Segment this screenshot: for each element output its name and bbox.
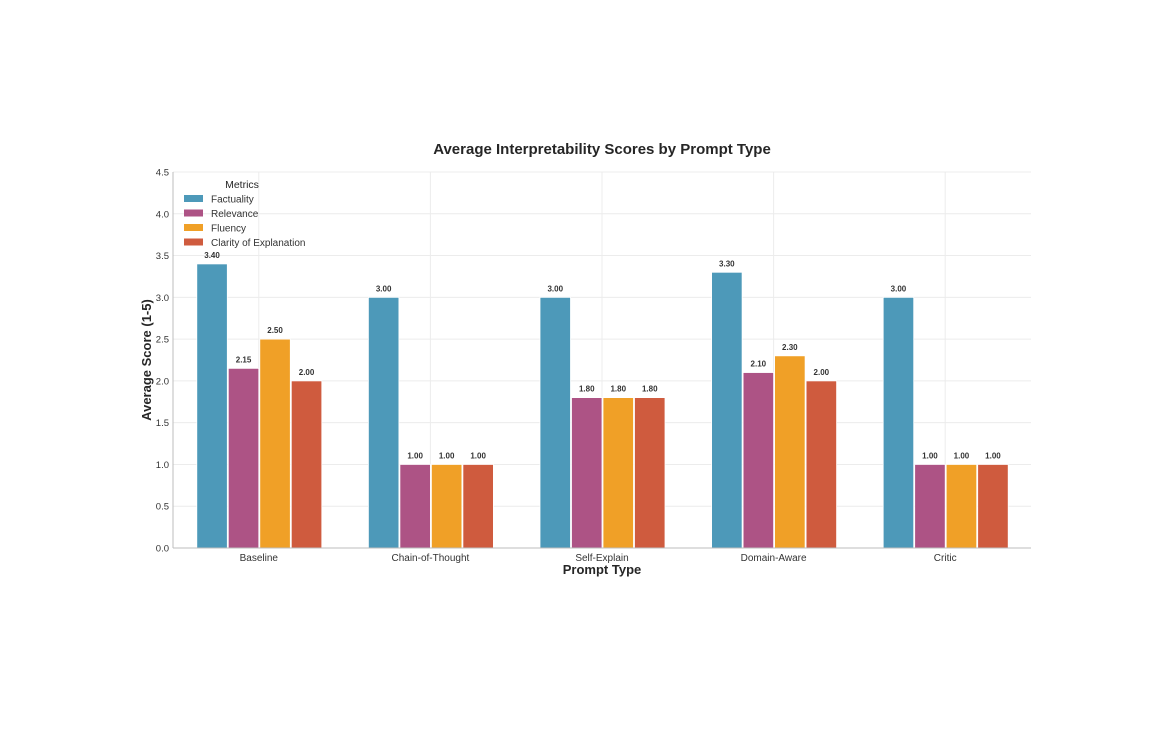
bar xyxy=(711,271,743,549)
bar xyxy=(430,464,463,549)
y-tick-label: 0.5 xyxy=(156,502,169,513)
x-tick-label: Self-Explain xyxy=(575,553,628,564)
data-label: 1.80 xyxy=(610,385,626,394)
legend: Metrics Factuality Relevance Fluency Clarit… xyxy=(184,179,306,249)
data-label: 2.10 xyxy=(751,360,767,369)
legend-swatch xyxy=(184,238,203,246)
x-tick-label: Baseline xyxy=(240,553,279,564)
bar xyxy=(914,464,946,549)
y-tick-label: 1.0 xyxy=(156,460,169,471)
legend-swatch xyxy=(184,195,203,202)
legend-swatch xyxy=(184,224,203,231)
legend-label: Fluency xyxy=(211,224,246,235)
bar xyxy=(571,397,603,549)
bar xyxy=(774,355,806,549)
data-label: 2.50 xyxy=(267,326,283,335)
bar xyxy=(367,296,400,549)
data-label: 1.80 xyxy=(579,385,595,394)
data-label: 1.80 xyxy=(642,385,658,394)
x-tick-label: Chain-of-Thought xyxy=(391,553,469,564)
data-label: 1.00 xyxy=(407,451,423,460)
data-label: 2.30 xyxy=(782,343,798,352)
bar xyxy=(259,338,291,549)
data-label: 2.00 xyxy=(299,368,315,377)
data-label: 1.00 xyxy=(954,451,970,460)
data-label: 3.00 xyxy=(891,284,907,293)
data-label: 3.40 xyxy=(204,251,220,260)
bar xyxy=(634,397,666,549)
legend-title: Metrics xyxy=(225,179,259,191)
bar xyxy=(227,367,260,549)
y-tick-label: 4.0 xyxy=(156,209,169,220)
y-tick-label: 3.5 xyxy=(156,251,169,262)
bar xyxy=(539,296,571,549)
bar xyxy=(945,464,978,549)
bar xyxy=(742,372,774,549)
y-tick-label: 2.0 xyxy=(156,376,169,387)
y-axis-label: Average Score (1-5) xyxy=(139,299,154,421)
data-label: 2.15 xyxy=(236,355,252,364)
y-tick-label: 3.0 xyxy=(156,293,169,304)
bar xyxy=(882,296,915,549)
bars xyxy=(196,263,1009,549)
bar xyxy=(805,380,837,549)
y-tick-label: 4.5 xyxy=(156,168,169,179)
x-tick-label: Domain-Aware xyxy=(741,553,807,564)
data-label: 1.00 xyxy=(470,451,486,460)
y-tick-label: 0.0 xyxy=(156,544,169,555)
y-tick-label: 1.5 xyxy=(156,418,169,429)
data-label: 3.00 xyxy=(376,284,392,293)
bar xyxy=(196,263,228,549)
bar xyxy=(977,464,1009,549)
bar xyxy=(290,380,323,549)
chart-title: Average Interpretability Scores by Promp… xyxy=(433,141,771,158)
data-label: 2.00 xyxy=(814,368,830,377)
y-tick-label: 2.5 xyxy=(156,335,169,346)
legend-label: Relevance xyxy=(211,209,259,220)
data-label: 1.00 xyxy=(985,451,1001,460)
legend-label: Factuality xyxy=(211,195,254,206)
data-label: 1.00 xyxy=(439,451,455,460)
bar xyxy=(462,464,494,549)
data-labels: 3.40 3.00 3.00 3.30 3.00 2.15 1.00 1.80 2.10 1.00… xyxy=(204,251,1001,461)
legend-swatch xyxy=(184,209,203,217)
data-label: 3.00 xyxy=(547,284,563,293)
data-label: 3.30 xyxy=(719,259,735,268)
x-tick-label: Critic xyxy=(934,553,957,564)
data-label: 1.00 xyxy=(922,451,938,460)
x-axis-label: Prompt Type xyxy=(563,562,642,577)
bar xyxy=(602,397,634,549)
axes: 0.0 0.5 1.0 1.5 2.0 2.5 3.0 3.5 4.0 4.5 Baseline Ch… xyxy=(156,168,1031,564)
bar xyxy=(399,464,431,549)
legend-label: Clarity of Explanation xyxy=(211,238,306,249)
